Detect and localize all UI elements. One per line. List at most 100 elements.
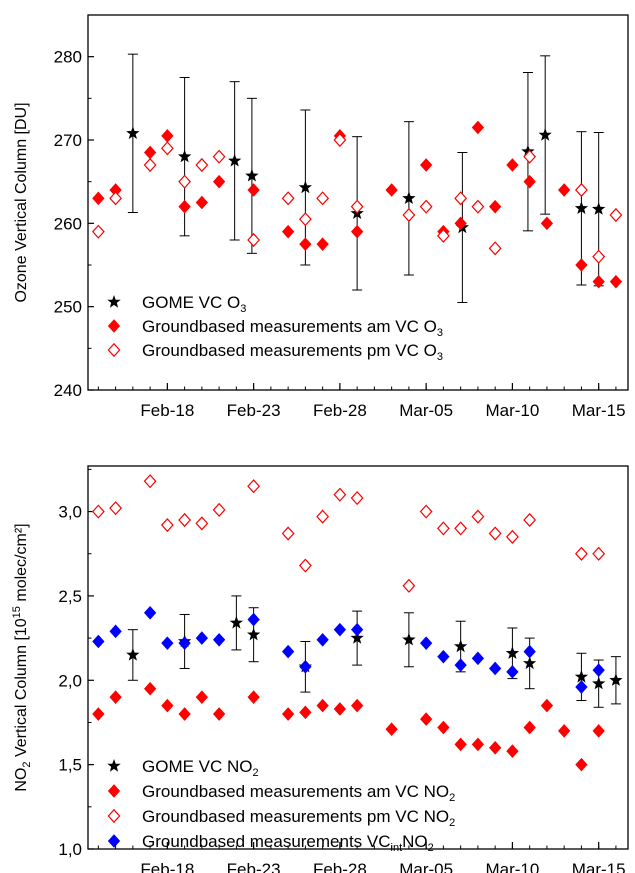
diamond-point xyxy=(523,644,536,659)
x-tick-label: Mar-05 xyxy=(399,860,453,873)
diamond-point xyxy=(195,157,209,173)
legend-label-sub: 2 xyxy=(449,792,455,804)
diamond-point xyxy=(212,149,226,164)
y-tick-label: 1,5 xyxy=(58,756,82,775)
legend-label-sub: 2 xyxy=(253,767,259,779)
x-tick-label: Mar-10 xyxy=(485,401,539,420)
series-3 xyxy=(92,605,605,694)
star-point xyxy=(402,191,416,204)
series-0 xyxy=(126,595,623,708)
diamond-point xyxy=(298,558,312,573)
diamond-point xyxy=(92,707,105,721)
diamond-point xyxy=(419,199,433,214)
y-axis-label-sub: 2 xyxy=(21,761,33,767)
diamond-point xyxy=(506,744,519,758)
ozone-chart: 240 250 260 270 280 Feb-18 Feb-23 Feb-28 Mar-05 M… xyxy=(13,14,629,420)
legend-label-text: Groundbased measurements am VC NO xyxy=(142,782,449,801)
diamond-point xyxy=(488,526,502,541)
diamond-point xyxy=(436,228,450,243)
diamond-point xyxy=(247,612,260,627)
diamond-point xyxy=(350,622,364,637)
diamond-point xyxy=(178,512,192,528)
diamond-point xyxy=(489,740,502,755)
diamond-point xyxy=(420,636,433,650)
legend-label: Groundbased measurements VCintNO2 xyxy=(142,832,434,854)
diamond-point xyxy=(316,698,329,713)
diamond-point xyxy=(316,632,329,647)
diamond-point xyxy=(558,724,571,738)
x-tick-label: Feb-18 xyxy=(140,860,194,873)
legend-label: Groundbased measurements am VC O3 xyxy=(142,317,443,339)
diamond-point xyxy=(523,512,537,528)
no2-chart: 1,0 1,5 2,0 2,5 3,0 Feb-18 Feb-23 Feb-28 Mar-05 M… xyxy=(11,465,629,873)
diamond-point xyxy=(281,191,295,206)
diamond-point xyxy=(454,191,468,206)
series-1 xyxy=(92,681,605,772)
x-tick-label: Feb-23 xyxy=(227,860,281,873)
series-0 xyxy=(126,53,606,303)
diamond-point xyxy=(350,224,364,239)
diamond-point xyxy=(540,698,554,713)
x-tick-label: Feb-28 xyxy=(313,401,367,420)
star-point xyxy=(609,673,623,686)
diamond-point xyxy=(523,149,537,164)
diamond-point xyxy=(489,661,502,676)
legend-label-sub: 3 xyxy=(240,303,246,315)
diamond-point xyxy=(195,631,209,645)
diamond-point xyxy=(436,521,450,536)
diamond-point xyxy=(437,649,450,664)
diamond-point xyxy=(247,479,261,494)
diamond-point xyxy=(109,624,122,639)
legend-marker xyxy=(107,808,121,824)
diamond-point xyxy=(212,174,226,189)
legend-marker xyxy=(107,295,121,308)
y-axis-label: NO2 Vertical Column [1015 molec/cm²] xyxy=(11,523,33,791)
diamond-point xyxy=(195,690,209,704)
diamond-point xyxy=(523,174,536,189)
diamond-point xyxy=(161,698,174,713)
diamond-point xyxy=(454,521,468,536)
legend-label-text: Groundbased measurements pm VC O xyxy=(142,341,437,360)
star-point xyxy=(521,144,535,158)
diamond-point xyxy=(420,158,433,172)
legend-marker xyxy=(107,784,121,798)
diamond-point xyxy=(178,199,191,214)
y-tick-label: 1,0 xyxy=(58,840,82,859)
legend-marker xyxy=(107,834,121,848)
x-tick-label: Mar-10 xyxy=(485,860,539,873)
diamond-point xyxy=(92,191,105,206)
diamond-point xyxy=(143,157,157,173)
y-axis-label-sup: 15 xyxy=(11,606,23,618)
diamond-point xyxy=(316,191,330,206)
legend-label: Groundbased measurements pm VC NO2 xyxy=(142,807,455,829)
diamond-point xyxy=(333,622,347,637)
diamond-point xyxy=(143,681,157,696)
diamond-point xyxy=(91,504,105,519)
legend-label-sub: 3 xyxy=(437,351,443,363)
legend-label: GOME VC NO2 xyxy=(142,757,259,779)
star-point xyxy=(538,128,552,141)
star-point xyxy=(592,202,606,215)
legend-label-text: GOME VC NO xyxy=(142,757,253,776)
star-point xyxy=(126,648,140,661)
diamond-point xyxy=(316,237,329,251)
diamond-point xyxy=(575,182,588,198)
diamond-point xyxy=(489,199,502,214)
star-point xyxy=(298,180,312,194)
diamond-point xyxy=(575,680,588,694)
diamond-point xyxy=(437,720,450,735)
plot-frame xyxy=(87,465,629,850)
diamond-point xyxy=(471,651,485,666)
x-tick-label: Mar-15 xyxy=(572,860,626,873)
diamond-point xyxy=(454,216,467,231)
x-tick-label: Mar-15 xyxy=(572,401,626,420)
legend-label: Groundbased measurements pm VC O3 xyxy=(142,341,443,363)
diamond-point xyxy=(506,529,519,544)
y-tick-label: 2,5 xyxy=(58,587,82,606)
plot-frame xyxy=(87,14,629,391)
star-point xyxy=(228,153,242,167)
diamond-point xyxy=(575,757,588,772)
y-tick-label: 280 xyxy=(54,48,82,67)
star-point xyxy=(454,639,468,653)
diamond-point xyxy=(212,707,226,721)
